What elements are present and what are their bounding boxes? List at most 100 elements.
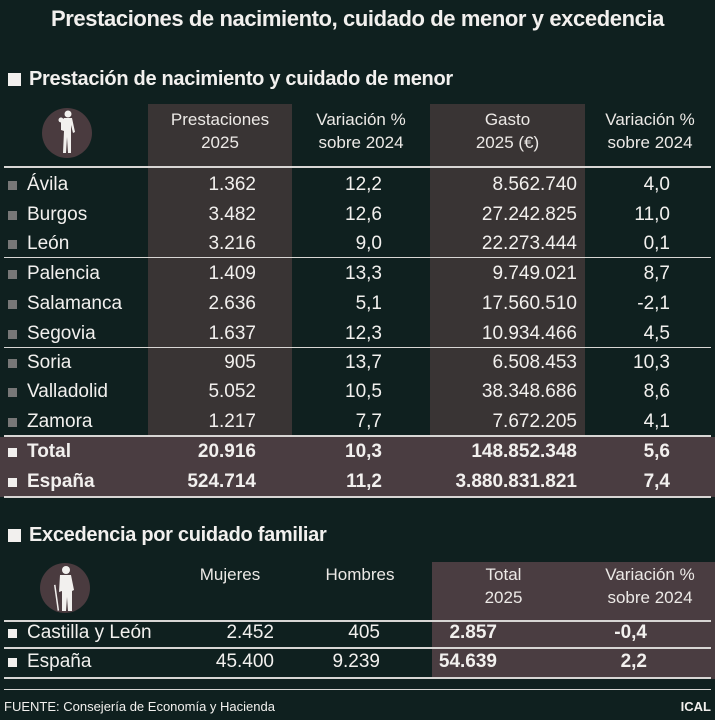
cell-prest: 3.216 <box>208 233 256 254</box>
divider <box>4 677 711 679</box>
cell-mujeres: 2.452 <box>226 622 274 643</box>
row-name: León <box>27 233 70 254</box>
column-header-line: sobre 2024 <box>318 133 404 152</box>
divider <box>4 257 711 258</box>
parent-carrying-child-icon <box>42 108 92 158</box>
section2-heading: Excedencia por cuidado familiar <box>8 524 327 547</box>
cell-prest: 1.217 <box>208 411 256 432</box>
cell-gasto: 38.348.686 <box>481 381 577 402</box>
table-row: Total 20.916 10,3 148.852.348 5,6 <box>0 437 715 467</box>
column-header: Prestaciones 2025 <box>148 108 292 154</box>
square-bullet-icon <box>8 73 21 86</box>
cell-var2: 4,0 <box>643 174 670 195</box>
cell-var1: 12,2 <box>345 174 382 195</box>
page-title: Prestaciones de nacimiento, cuidado de m… <box>51 6 664 31</box>
cell-prest: 905 <box>224 352 256 373</box>
square-bullet-icon <box>8 529 21 542</box>
column-header: Hombres <box>300 563 420 586</box>
cell-var1: 13,7 <box>345 352 382 373</box>
column-header-line: Gasto <box>484 110 531 129</box>
column-header-line: sobre 2024 <box>607 588 693 607</box>
table-row: Castilla y León 2.452 405 2.857 -0,4 <box>0 618 715 648</box>
cell-gasto: 8.562.740 <box>492 174 577 195</box>
cell-hombres: 9.239 <box>332 651 380 672</box>
cell-var2: 11,0 <box>634 204 670 225</box>
cell-prest: 3.482 <box>208 204 256 225</box>
row-name: Segovia <box>27 323 96 344</box>
row-label: España <box>0 651 170 673</box>
column-header-line: 2025 <box>484 588 523 607</box>
square-bullet-icon <box>8 239 17 249</box>
cell-var2: 5,6 <box>643 441 670 462</box>
section1-heading: Prestación de nacimiento y cuidado de me… <box>8 68 453 91</box>
column-header-line: sobre 2024 <box>607 133 693 152</box>
row-name: Burgos <box>27 204 88 225</box>
table-row: Soria 905 13,7 6.508.453 10,3 <box>0 348 715 378</box>
cell-prest: 1.362 <box>208 174 256 195</box>
row-label: Total <box>0 441 148 463</box>
cell-var1: 7,7 <box>355 411 382 432</box>
cell-gasto: 6.508.453 <box>492 352 577 373</box>
cell-var1: 9,0 <box>355 233 382 254</box>
cell-var2: 10,3 <box>633 352 670 373</box>
square-bullet-icon <box>8 477 17 487</box>
row-name: Zamora <box>27 411 93 432</box>
square-bullet-icon <box>8 210 17 220</box>
cell-prest: 20.916 <box>197 441 256 462</box>
divider <box>4 496 711 498</box>
cell-gasto: 7.672.205 <box>492 411 577 432</box>
row-label: Salamanca <box>0 293 148 315</box>
column-header-line: Variación % <box>605 110 695 129</box>
row-label: Segovia <box>0 323 148 345</box>
cell-prest: 1.409 <box>208 263 256 284</box>
square-bullet-icon <box>8 628 17 638</box>
shaded-column-gasto <box>430 104 585 437</box>
credit: ICAL <box>680 699 711 714</box>
cell-var: 2,2 <box>620 651 647 672</box>
cell-gasto: 3.880.831.821 <box>455 471 577 492</box>
source-note: FUENTE: Consejería de Economía y Haciend… <box>4 699 275 714</box>
divider <box>4 166 711 168</box>
square-bullet-icon <box>8 447 17 457</box>
cell-total: 2.857 <box>449 622 497 643</box>
divider <box>4 620 711 622</box>
cell-var1: 5,1 <box>355 293 382 314</box>
row-label: Palencia <box>0 263 148 285</box>
square-bullet-icon <box>8 329 17 339</box>
row-name: España <box>27 651 92 672</box>
square-bullet-icon <box>8 180 17 190</box>
table-row: Valladolid 5.052 10,5 38.348.686 8,6 <box>0 377 715 407</box>
cell-var2: 8,7 <box>643 263 670 284</box>
column-header: Variación % sobre 2024 <box>292 108 430 154</box>
row-name: Ávila <box>27 174 69 195</box>
cell-gasto: 22.273.444 <box>481 233 577 254</box>
cell-var2: 8,6 <box>643 381 670 402</box>
divider <box>4 647 711 649</box>
column-header-line: 2025 (€) <box>475 133 540 152</box>
row-label: Soria <box>0 352 148 374</box>
row-label: España <box>0 471 148 493</box>
column-header-line: Prestaciones <box>170 110 270 129</box>
square-bullet-icon <box>8 387 17 397</box>
square-bullet-icon <box>8 417 17 427</box>
cell-prest: 1.637 <box>208 323 256 344</box>
cell-prest: 2.636 <box>208 293 256 314</box>
row-name: España <box>27 471 95 492</box>
column-header: Variación % sobre 2024 <box>585 108 715 154</box>
row-name: Palencia <box>27 263 100 284</box>
cell-gasto: 148.852.348 <box>471 441 577 462</box>
cell-prest: 524.714 <box>187 471 256 492</box>
square-bullet-icon <box>8 657 17 667</box>
cell-var1: 11,2 <box>346 471 382 492</box>
cell-gasto: 10.934.466 <box>481 323 577 344</box>
column-header: Gasto 2025 (€) <box>430 108 585 154</box>
divider <box>4 347 711 348</box>
row-label: Castilla y León <box>0 622 170 644</box>
row-label: Zamora <box>0 411 148 433</box>
row-name: Castilla y León <box>27 622 152 643</box>
column-header: Variación % sobre 2024 <box>585 563 715 609</box>
table-row: León 3.216 9,0 22.273.444 0,1 <box>0 229 715 259</box>
column-header-line: Variación % <box>605 565 695 584</box>
cell-var1: 13,3 <box>345 263 382 284</box>
row-label: Valladolid <box>0 381 148 403</box>
